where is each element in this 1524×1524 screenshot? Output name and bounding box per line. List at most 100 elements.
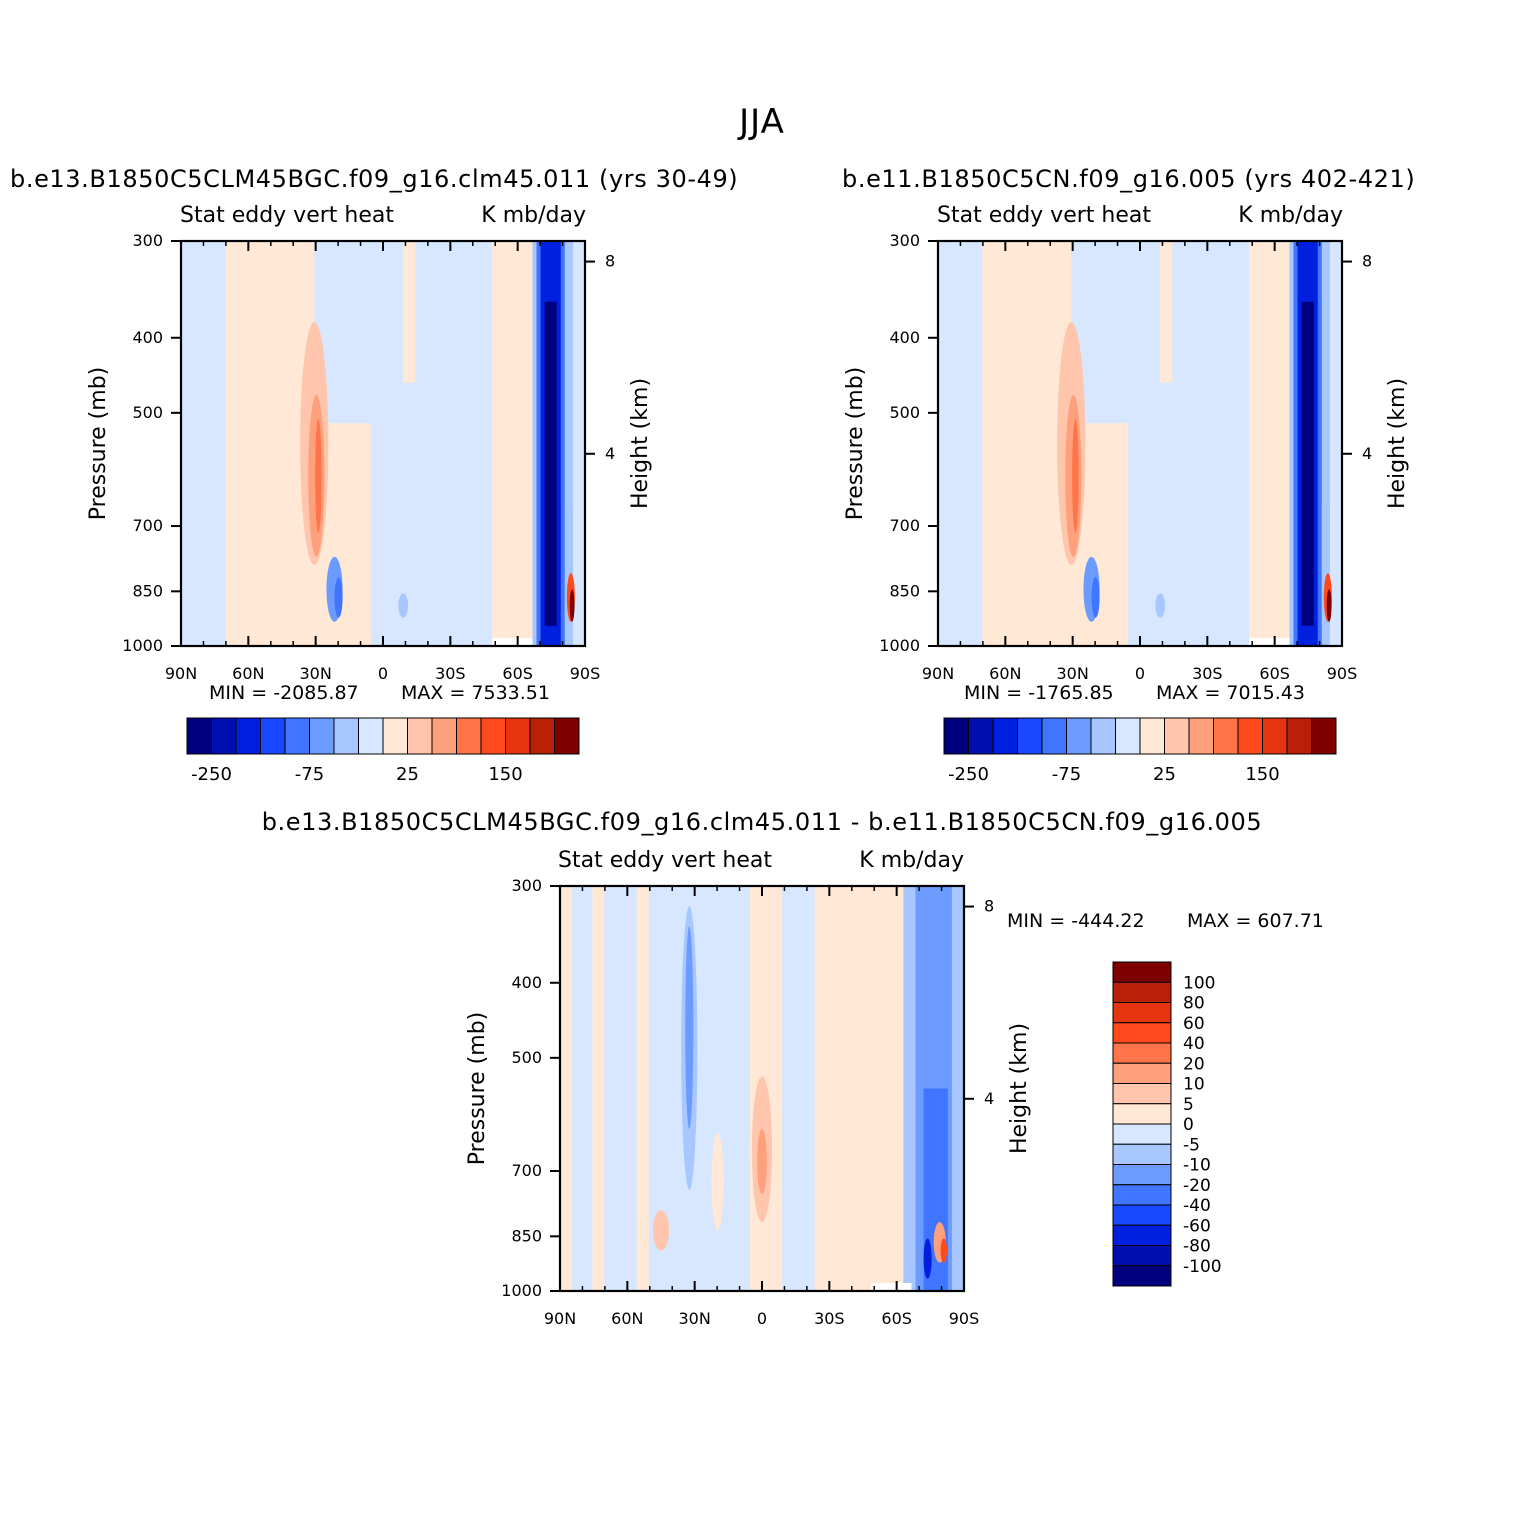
panel2-y-right-tick-label: 4 [1362, 444, 1372, 463]
colorbar-swatch [1017, 717, 1043, 755]
panel1-x-tick-label: 30N [300, 664, 332, 683]
panel1-x-tick-label: 90N [165, 664, 197, 683]
panel1-x-tick-label: 90S [570, 664, 601, 683]
colorbar-swatch [358, 717, 384, 755]
colorbar-label: 25 [396, 764, 419, 785]
figure-title: JJA [739, 102, 785, 142]
panel3-y-tick-label: 850 [511, 1226, 542, 1245]
colorbar-swatch [1112, 1062, 1172, 1084]
panel2-x-tick-label: 60S [1259, 664, 1290, 683]
panel3-y-tick-label: 300 [511, 876, 542, 895]
colorbar-label: 5 [1183, 1095, 1194, 1115]
colorbar-swatch [235, 717, 261, 755]
colorbar-swatch [211, 717, 237, 755]
panel2-x-tick-label: 30N [1057, 664, 1089, 683]
panel1-x-tick-label: 60N [232, 664, 264, 683]
panel3-ylabel-right: Height (km) [1007, 1023, 1032, 1154]
panel2-x-tick-label: 0 [1135, 664, 1145, 683]
panel3-x-tick-label: 90S [949, 1309, 980, 1328]
colorbar-swatch [1112, 1204, 1172, 1226]
panel2-x-tick-label: 90S [1327, 664, 1358, 683]
colorbar-swatch [1112, 1022, 1172, 1044]
panel2-y-tick-label: 850 [889, 581, 920, 600]
panel1-y-right-tick-label: 8 [605, 252, 615, 271]
colorbar-swatch [1237, 717, 1263, 755]
panel2-ylabel-right: Height (km) [1385, 378, 1410, 509]
panel1-x-tick-label: 60S [502, 664, 533, 683]
colorbar-label: 40 [1183, 1034, 1205, 1054]
colorbar-label: -20 [1183, 1176, 1211, 1196]
colorbar-swatch [529, 717, 555, 755]
panel3-y-tick-label: 500 [511, 1048, 542, 1067]
colorbar-label: 100 [1183, 973, 1215, 993]
colorbar-swatch [284, 717, 310, 755]
colorbar-swatch [968, 717, 994, 755]
panel3-x-tick-label: 30S [814, 1309, 845, 1328]
panel1-y-tick-label: 850 [132, 581, 163, 600]
colorbar-swatch [554, 717, 580, 755]
panel1-y-tick-label: 500 [132, 403, 163, 422]
panel1-y-tick-label: 1000 [122, 636, 163, 655]
colorbar-swatch [1112, 1123, 1172, 1145]
panel2-y-tick-label: 700 [889, 516, 920, 535]
panel1-left-subtitle: Stat eddy vert heat [180, 203, 394, 228]
panel1-y-tick-label: 300 [132, 231, 163, 250]
panel3-right-subtitle: K mb/day [859, 848, 964, 873]
colorbar-swatch [333, 717, 359, 755]
colorbar-label: -250 [948, 764, 989, 785]
colorbar-swatch [1090, 717, 1116, 755]
colorbar-swatch [1286, 717, 1312, 755]
panel2-ylabel: Pressure (mb) [843, 367, 868, 521]
colorbar-swatch [260, 717, 286, 755]
colorbar-label: 60 [1183, 1014, 1205, 1034]
panel1-ylabel: Pressure (mb) [86, 367, 111, 521]
panel1-plot: 90N 60N 30N 0 30S 60S 90S 300 400 500 700 850 1000 8 4… [86, 231, 653, 683]
panel2-y-tick-label: 300 [889, 231, 920, 250]
panel1-max: MAX = 7533.51 [401, 682, 550, 704]
colorbar-swatch [1213, 717, 1239, 755]
colorbar-label: -80 [1183, 1237, 1211, 1257]
colorbar-label: -75 [1052, 764, 1081, 785]
colorbar-label: 10 [1183, 1075, 1205, 1095]
colorbar-swatch [431, 717, 457, 755]
colorbar-swatch [1112, 961, 1172, 983]
colorbar-swatch [1112, 1042, 1172, 1064]
panel3-y-tick-label: 1000 [501, 1281, 542, 1300]
colorbar-swatch [1112, 1083, 1172, 1105]
panel3-y-right-tick-label: 8 [984, 897, 994, 916]
panel3-field [560, 886, 964, 1291]
colorbar-swatch [1112, 1224, 1172, 1246]
panel3-y-right-tick-label: 4 [984, 1089, 994, 1108]
colorbar-swatch [1112, 1143, 1172, 1165]
colorbar-swatch [1112, 1103, 1172, 1125]
colorbar-swatch [480, 717, 506, 755]
panel1-title: b.e13.B1850C5CLM45BGC.f09_g16.clm45.011 … [10, 165, 739, 193]
panel2-y-tick-label: 500 [889, 403, 920, 422]
colorbar-swatch [1115, 717, 1141, 755]
panel3-x-tick-label: 90N [544, 1309, 576, 1328]
colorbar-swatch [1112, 1265, 1172, 1287]
colorbar-label: -10 [1183, 1156, 1211, 1176]
panel1-right-subtitle: K mb/day [481, 203, 586, 228]
colorbar-label: -75 [295, 764, 324, 785]
colorbar-label: -5 [1183, 1135, 1200, 1155]
panel1-colorbar: -250 -75 25 150 [186, 717, 580, 785]
panel2-x-tick-label: 60N [989, 664, 1021, 683]
colorbar-swatch [382, 717, 408, 755]
colorbar-label: 80 [1183, 994, 1205, 1014]
colorbar-swatch [1311, 717, 1337, 755]
panel2-title: b.e11.B1850C5CN.f09_g16.005 (yrs 402-421… [842, 165, 1416, 193]
panel2-y-right-tick-label: 8 [1362, 252, 1372, 271]
colorbar-swatch [1164, 717, 1190, 755]
colorbar-swatch [992, 717, 1018, 755]
colorbar-label: -60 [1183, 1216, 1211, 1236]
colorbar-label: 25 [1153, 764, 1176, 785]
panel1-ylabel-right: Height (km) [628, 378, 653, 509]
colorbar-swatch [1112, 1245, 1172, 1267]
panel2-x-tick-label: 90N [922, 664, 954, 683]
colorbar-swatch [1112, 1164, 1172, 1186]
colorbar-swatch [505, 717, 531, 755]
colorbar-swatch [456, 717, 482, 755]
